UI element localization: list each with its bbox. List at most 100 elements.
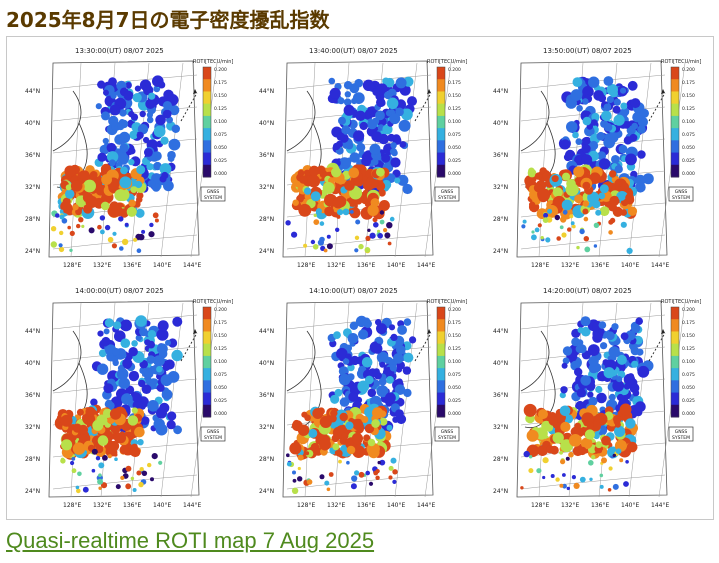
colorbar-tick-label: 0.000 — [448, 171, 461, 177]
longitude-label: 136°E — [591, 502, 609, 509]
colorbar-tick-label: 0.000 — [214, 411, 227, 417]
roti-data-points — [50, 75, 181, 253]
roti-data-points — [520, 316, 654, 492]
colorbar-segment — [671, 128, 679, 141]
direction-arrow — [180, 92, 198, 122]
colorbar-segment — [437, 128, 445, 141]
latitude-label: 32°N — [259, 184, 274, 191]
longitude-gridline — [538, 302, 550, 498]
colorbar-segment — [203, 67, 211, 80]
colorbar-tick-label: 0.025 — [448, 398, 461, 404]
gnss-badge — [434, 426, 460, 442]
latitude-label: 24°N — [25, 248, 40, 255]
roti-map-svg: 14:20:00(UT) 08/07 2025 44°N 40°N 36°N 32°N 2… — [493, 287, 701, 509]
svg-text:ROTI[TECU/min]: ROTI[TECU/min] — [427, 59, 467, 65]
colorbar-tick-label: 0.200 — [448, 67, 461, 73]
colorbar-segment — [671, 91, 679, 105]
latitude-label: 44°N — [25, 328, 40, 335]
latitude-label: 24°N — [259, 488, 274, 495]
longitude-label: 136°E — [591, 262, 609, 269]
latitude-label: 28°N — [25, 456, 40, 463]
colorbar-segment — [671, 331, 679, 345]
roti-map-panel-1: 13:30:00(UT) 08/07 2025 44°N 40°N 36°N 32°N 2… — [13, 41, 239, 271]
latitude-label: 36°N — [25, 392, 40, 399]
latitude-gridline — [52, 474, 198, 490]
colorbar-segment — [437, 91, 445, 105]
longitude-label: 144°E — [183, 262, 201, 269]
colorbar-tick-label: 0.050 — [214, 385, 227, 391]
colorbar-segment — [671, 392, 679, 406]
colorbar-tick-label: 0.025 — [214, 398, 227, 404]
svg-text:GNSS: GNSS — [441, 429, 454, 435]
latitude-gridline — [520, 474, 666, 490]
colorbar-tick-label: 0.000 — [214, 171, 227, 177]
colorbar-frame — [670, 306, 680, 418]
colorbar-segment — [671, 343, 679, 357]
svg-text:GNSS: GNSS — [441, 189, 454, 195]
panel-timestamp: 14:20:00(UT) 08/07 2025 — [543, 287, 632, 295]
colorbar-tick-label: 0.150 — [682, 333, 695, 339]
roti-map-panel-2: 13:40:00(UT) 08/07 2025 44°N 40°N 36°N 32°N 2… — [247, 41, 473, 271]
colorbar-segment — [203, 368, 211, 381]
colorbar-tick-label: 0.100 — [682, 359, 695, 365]
colorbar-tick-label: 0.100 — [448, 119, 461, 125]
direction-arrow — [414, 332, 432, 362]
latitude-label: 32°N — [25, 184, 40, 191]
latitude-label: 44°N — [25, 88, 40, 95]
colorbar-tick-label: 0.125 — [214, 106, 227, 112]
direction-arrow — [648, 332, 666, 362]
svg-text:SYSTEM: SYSTEM — [204, 195, 222, 201]
latitude-label: 44°N — [259, 88, 274, 95]
colorbar-segment — [203, 392, 211, 406]
colorbar-segment — [203, 355, 211, 369]
colorbar-tick-label: 0.100 — [214, 119, 227, 125]
longitude-label: 140°E — [387, 262, 405, 269]
latitude-label: 24°N — [259, 248, 274, 255]
colorbar-tick-label: 0.200 — [682, 67, 695, 73]
longitude-label: 136°E — [357, 502, 375, 509]
longitude-label: 132°E — [561, 262, 579, 269]
roti-map-link[interactable]: Quasi-realtime ROTI map 7 Aug 2025 — [6, 528, 375, 553]
svg-text:ROTI[TECU/min]: ROTI[TECU/min] — [427, 299, 467, 305]
roti-map-panel-4: 14:00:00(UT) 08/07 2025 44°N 40°N 36°N 32°N 2… — [13, 281, 239, 511]
latitude-label: 28°N — [25, 216, 40, 223]
longitude-label: 132°E — [561, 502, 579, 509]
latitude-label: 32°N — [259, 424, 274, 431]
colorbar-tick-label: 0.025 — [682, 158, 695, 164]
gnss-badge — [434, 186, 460, 202]
svg-text:ROTI[TECU/min]: ROTI[TECU/min] — [193, 299, 233, 305]
latitude-label: 24°N — [25, 488, 40, 495]
colorbar-segment — [437, 355, 445, 369]
colorbar-tick-label: 0.050 — [214, 145, 227, 151]
longitude-gridline — [160, 302, 184, 498]
colorbar-segment — [671, 115, 679, 129]
colorbar-tick-label: 0.150 — [682, 93, 695, 99]
longitude-gridline — [70, 62, 82, 258]
colorbar-tick-label: 0.200 — [682, 307, 695, 313]
svg-text:GNSS: GNSS — [207, 429, 220, 435]
colorbar-segment — [437, 115, 445, 129]
colorbar-tick-label: 0.050 — [448, 385, 461, 391]
colorbar-tick-label: 0.150 — [214, 333, 227, 339]
roti-map-panel-5: 14:10:00(UT) 08/07 2025 44°N 40°N 36°N 32°N 2… — [247, 281, 473, 511]
longitude-gridline — [394, 62, 418, 258]
longitude-label: 128°E — [297, 262, 315, 269]
latitude-label: 24°N — [493, 248, 508, 255]
latitude-gridline — [286, 474, 432, 490]
colorbar-segment — [437, 404, 445, 418]
colorbar-tick-label: 0.175 — [214, 320, 227, 326]
latitude-label: 36°N — [493, 392, 508, 399]
latitude-label: 40°N — [259, 120, 274, 127]
colorbar-segment — [437, 67, 445, 80]
colorbar-tick-label: 0.075 — [214, 132, 227, 138]
gnss-badge — [668, 186, 694, 202]
colorbar-tick-label: 0.100 — [448, 359, 461, 365]
gnss-badge — [668, 426, 694, 442]
colorbar-segment — [437, 140, 445, 154]
colorbar-tick-label: 0.175 — [682, 320, 695, 326]
svg-text:ROTI[TECU/min]: ROTI[TECU/min] — [193, 59, 233, 65]
latitude-label: 32°N — [493, 184, 508, 191]
colorbar-tick-label: 0.075 — [448, 372, 461, 378]
roti-data-points — [521, 76, 654, 254]
page-title: 2025年8月7日の電子密度擾乱指数 — [6, 8, 330, 32]
